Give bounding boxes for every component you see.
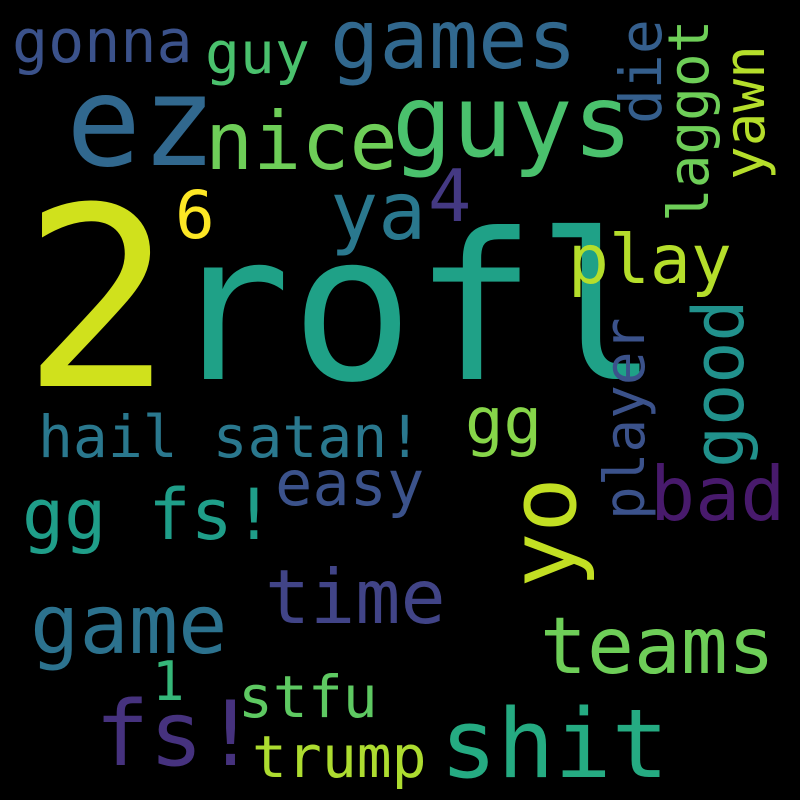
word-gg-fs: gg fs! bbox=[22, 474, 275, 556]
word-yawn: yawn bbox=[713, 45, 778, 180]
word-1: 1 bbox=[152, 650, 185, 713]
word-laggot: laggot bbox=[657, 19, 722, 222]
word-easy: easy bbox=[275, 447, 425, 520]
word-games: games bbox=[330, 0, 577, 88]
word-bad: bad bbox=[650, 450, 786, 538]
word-game: game bbox=[30, 578, 228, 673]
word-yo: yo bbox=[490, 477, 597, 588]
word-guy: guy bbox=[205, 19, 310, 87]
word-nice: nice bbox=[205, 95, 398, 188]
word-stfu: stfu bbox=[238, 663, 378, 731]
word-ya: ya bbox=[330, 165, 427, 258]
word-ez: ez bbox=[66, 50, 217, 195]
word-teams: teams bbox=[540, 602, 775, 692]
word-time: time bbox=[265, 553, 446, 641]
word-4: 4 bbox=[428, 154, 472, 238]
word-hail-satan: hail satan! bbox=[38, 403, 423, 471]
word-6: 6 bbox=[175, 177, 215, 254]
word-trump: trump bbox=[252, 723, 427, 791]
word-guys: guys bbox=[392, 63, 633, 180]
word-shit: shit bbox=[440, 690, 669, 800]
word-gonna: gonna bbox=[12, 7, 193, 77]
word-gg: gg bbox=[465, 385, 543, 459]
word-fs: fs! bbox=[95, 682, 258, 787]
word-player: player bbox=[593, 317, 658, 520]
word-play: play bbox=[568, 221, 732, 300]
word-rofl: rofl bbox=[168, 191, 660, 428]
word-good: good bbox=[678, 299, 760, 468]
word-2: 2 bbox=[22, 154, 173, 445]
